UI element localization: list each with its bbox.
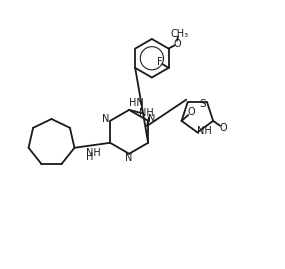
Text: N: N <box>125 153 133 163</box>
Text: O: O <box>173 39 181 49</box>
Text: O: O <box>219 123 227 133</box>
Text: F: F <box>157 57 163 67</box>
Text: CH₃: CH₃ <box>170 29 188 39</box>
Text: HN: HN <box>129 98 144 108</box>
Text: N: N <box>148 114 156 123</box>
Text: O: O <box>187 107 195 117</box>
Text: H: H <box>86 152 94 162</box>
Text: S: S <box>199 99 205 109</box>
Text: NH: NH <box>198 126 212 136</box>
Text: N: N <box>103 114 110 123</box>
Text: NH: NH <box>139 108 154 118</box>
Text: NH: NH <box>86 148 101 158</box>
